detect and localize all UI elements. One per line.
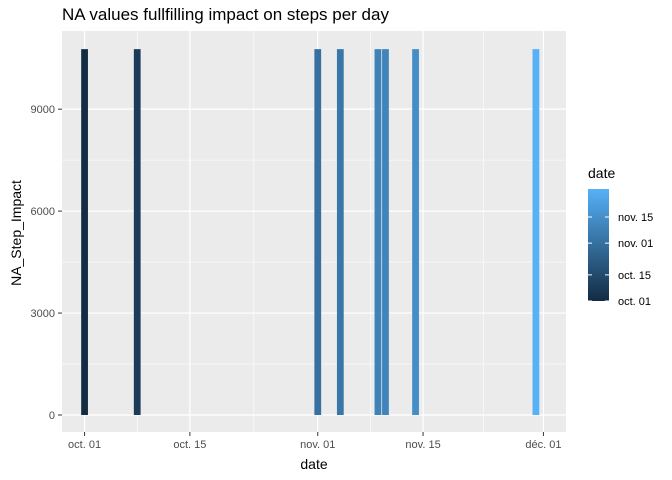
x-tick-label: oct. 15: [173, 439, 206, 451]
bar: [382, 49, 389, 416]
x-axis: oct. 01 oct. 15 nov. 01 nov. 15 déc. 01: [68, 432, 561, 451]
chart-title: NA values fullfilling impact on steps pe…: [62, 5, 389, 24]
x-tick-label: nov. 01: [300, 439, 335, 451]
legend-title: date: [588, 165, 615, 181]
bars: [81, 49, 540, 416]
bar: [374, 49, 382, 416]
x-tick-label: nov. 15: [405, 439, 440, 451]
y-tick-label: 9000: [31, 104, 55, 116]
y-tick-label: 3000: [31, 308, 55, 320]
y-axis-title: NA_Step_Impact: [8, 180, 24, 286]
y-tick-label: 6000: [31, 206, 55, 218]
color-legend: date oct. 01 oct. 15 nov. 01 nov. 15: [588, 165, 653, 308]
x-tick-label: déc. 01: [525, 439, 561, 451]
bar: [532, 49, 540, 416]
x-tick-label: oct. 01: [68, 439, 101, 451]
bar: [314, 49, 322, 416]
legend-colorbar: [588, 189, 609, 301]
bar: [81, 49, 88, 416]
bar: [133, 49, 141, 416]
y-axis: 0 3000 6000 9000: [31, 104, 62, 422]
plot-panel: [62, 31, 566, 432]
bar: [412, 49, 419, 416]
legend-label: nov. 01: [618, 238, 653, 250]
bar: [336, 49, 344, 416]
legend-label: oct. 15: [618, 270, 651, 282]
legend-label: nov. 15: [618, 212, 653, 224]
y-tick-label: 0: [49, 410, 55, 422]
legend-label: oct. 01: [618, 296, 651, 308]
panel-background: [62, 31, 566, 432]
x-axis-title: date: [300, 456, 327, 472]
